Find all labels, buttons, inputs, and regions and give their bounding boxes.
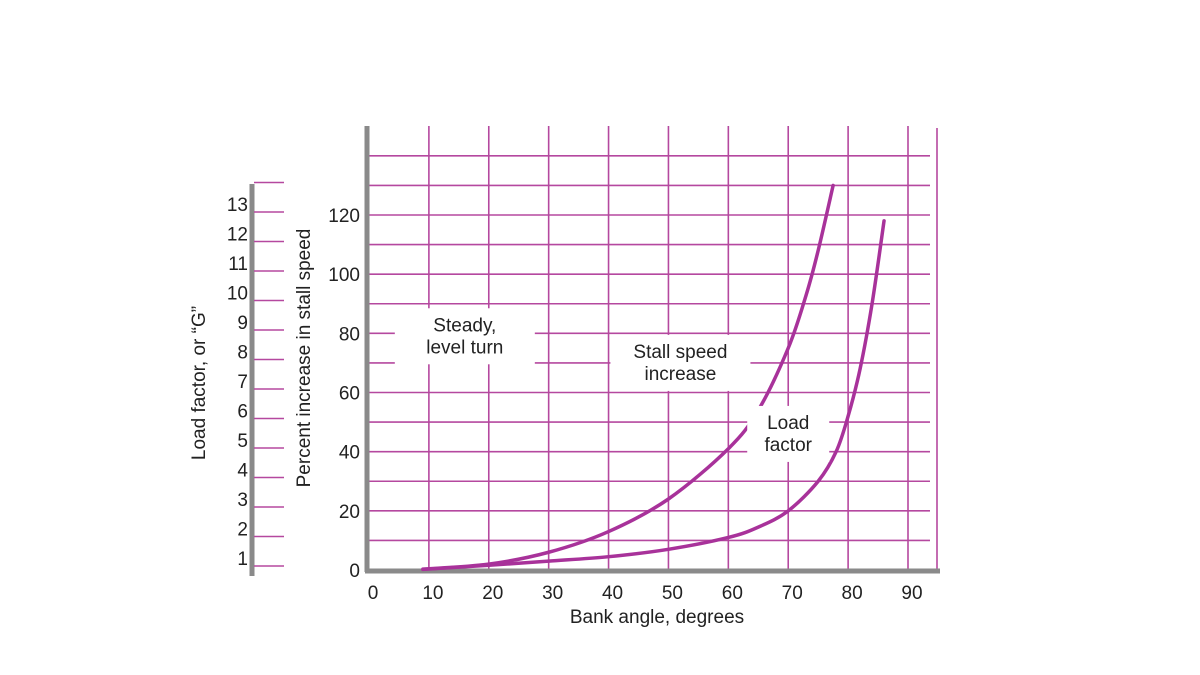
x-tick-label: 0 <box>368 583 379 604</box>
x-axis-title: Bank angle, degrees <box>570 607 744 628</box>
load-factor-tick-label: 3 <box>237 490 248 511</box>
x-tick-label: 20 <box>482 583 503 604</box>
load-factor-tick-label: 7 <box>237 372 248 393</box>
y-tick-label: 100 <box>328 265 360 286</box>
x-tick-label: 90 <box>901 583 922 604</box>
chart-curves <box>421 183 886 572</box>
x-tick-label: 30 <box>542 583 563 604</box>
y-tick-label: 60 <box>339 384 360 405</box>
annotation-background <box>747 405 830 462</box>
x-tick-label: 80 <box>842 583 863 604</box>
load-factor-tick-label: 9 <box>237 313 248 334</box>
annotation-label: Steady, <box>433 315 496 336</box>
annotation-label: Stall speed <box>633 342 727 363</box>
load-factor-curve <box>421 219 886 572</box>
annotation-background <box>610 334 751 391</box>
y-axis-title: Percent increase in stall speed <box>294 229 315 488</box>
load-factor-tick-label: 13 <box>227 195 248 216</box>
chart-axes <box>249 126 940 576</box>
load-factor-tick-label: 1 <box>237 549 248 570</box>
y-tick-label: 120 <box>328 206 360 227</box>
load-factor-axis-title: Load factor, or “G” <box>189 306 210 460</box>
x-tick-label: 10 <box>422 583 443 604</box>
load-factor-tick-label: 5 <box>237 431 248 452</box>
annotation-label: increase <box>645 364 717 385</box>
stall-speed-curve <box>421 183 835 571</box>
x-tick-label: 60 <box>722 583 743 604</box>
chart-labels: Bank angle, degrees Percent increase in … <box>189 195 923 628</box>
y-tick-label: 20 <box>339 502 360 523</box>
annotation-background <box>394 308 535 365</box>
load-factor-tick-label: 10 <box>227 284 248 305</box>
load-factor-tick-label: 11 <box>228 254 248 275</box>
annotation-label: Load <box>767 413 809 434</box>
x-tick-label: 40 <box>602 583 623 604</box>
y-tick-label: 0 <box>349 561 360 582</box>
y-tick-label: 40 <box>339 443 360 464</box>
annotation-label: factor <box>764 435 812 456</box>
x-tick-label: 50 <box>662 583 683 604</box>
y-tick-label: 80 <box>339 324 360 345</box>
load-factor-tick-label: 12 <box>227 225 248 246</box>
annotation-label: level turn <box>426 337 503 358</box>
load-factor-tick-label: 2 <box>237 520 248 541</box>
x-tick-label: 70 <box>782 583 803 604</box>
load-factor-tick-label: 4 <box>237 461 248 482</box>
load-factor-tick-label: 6 <box>237 402 248 423</box>
load-factor-tick-label: 8 <box>237 343 248 364</box>
